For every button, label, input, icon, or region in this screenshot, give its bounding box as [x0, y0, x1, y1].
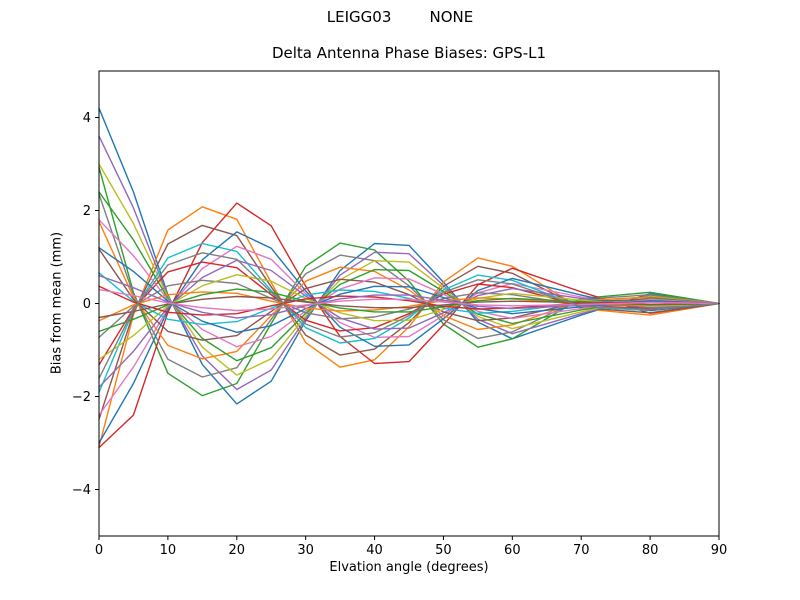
y-tick-label: 0	[83, 297, 91, 312]
x-tick-label: 0	[95, 543, 103, 558]
y-tick-label: −4	[72, 483, 91, 498]
series-line	[98, 252, 720, 380]
series-line	[98, 259, 720, 388]
x-axis-label: Elvation angle (degrees)	[329, 560, 489, 575]
y-tick-label: 2	[83, 204, 91, 219]
y-tick-label: 4	[83, 111, 91, 126]
x-tick-label: 80	[642, 543, 659, 558]
series-line	[98, 135, 720, 391]
series-line	[98, 107, 720, 405]
x-tick-label: 30	[297, 543, 314, 558]
x-tick-label: 10	[160, 543, 177, 558]
series-line	[98, 193, 720, 378]
series-line	[98, 245, 720, 416]
series-line	[98, 219, 720, 348]
figure-title: LEIGG03 NONE	[326, 8, 474, 26]
series-line	[98, 246, 720, 333]
x-tick-label: 40	[366, 543, 383, 558]
series-line	[98, 288, 720, 312]
series-line	[98, 191, 720, 362]
x-tick-label: 20	[229, 543, 246, 558]
y-tick-label: −2	[72, 390, 91, 405]
series-line	[98, 166, 720, 397]
series-line	[98, 288, 720, 333]
series-line	[98, 274, 720, 319]
series-line	[98, 274, 720, 360]
x-tick-label: 60	[504, 543, 521, 558]
x-tick-label: 50	[435, 543, 452, 558]
series-line	[98, 242, 720, 393]
x-tick-label: 90	[711, 543, 728, 558]
series-line	[98, 202, 720, 449]
series-line	[98, 231, 720, 444]
chart-title: Delta Antenna Phase Biases: GPS-L1	[271, 44, 547, 62]
series-line	[98, 295, 720, 319]
x-tick-label: 70	[573, 543, 590, 558]
